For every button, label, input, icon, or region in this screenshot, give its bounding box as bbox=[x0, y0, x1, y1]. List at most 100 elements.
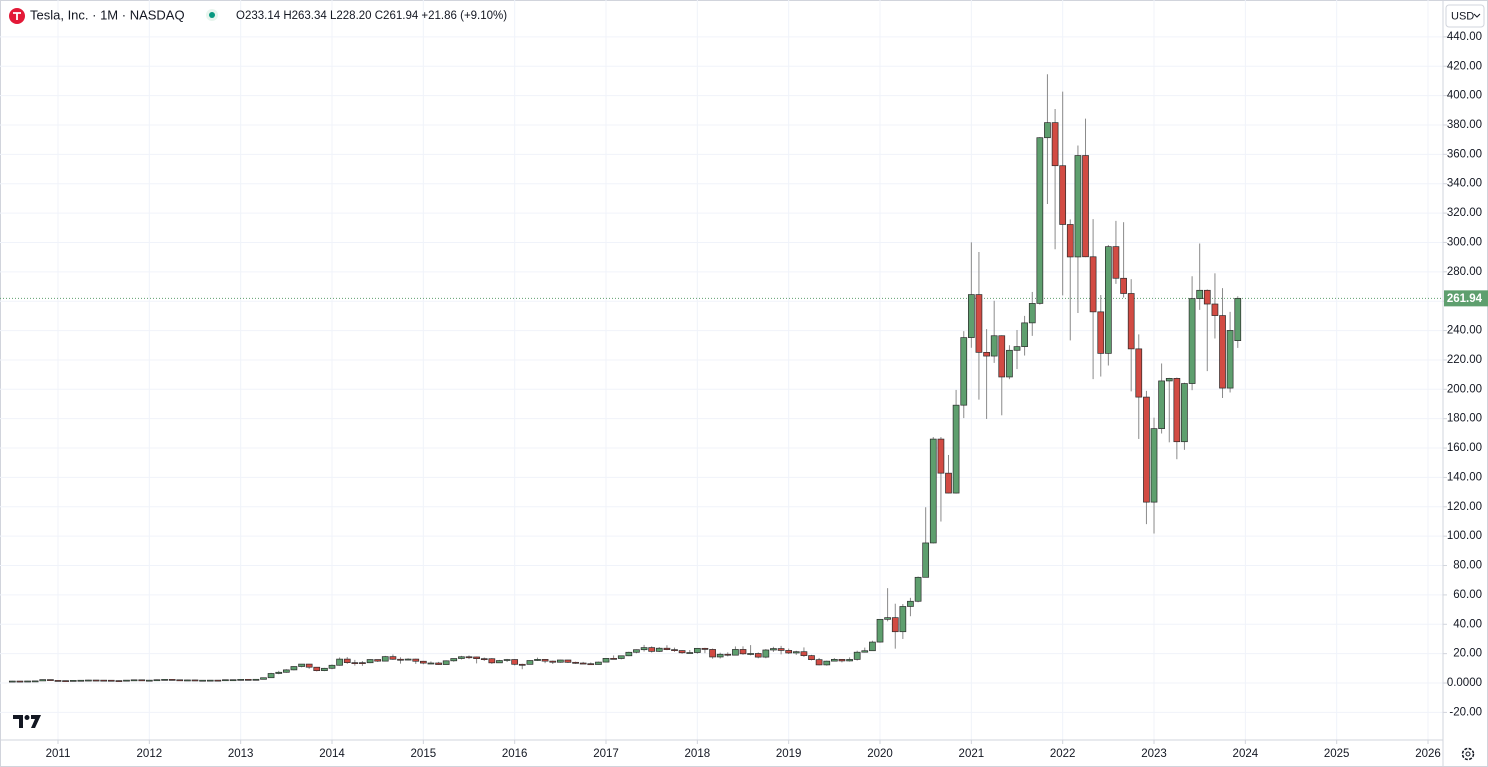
x-tick-label: 2024 bbox=[1233, 748, 1259, 760]
candle bbox=[168, 679, 176, 681]
candle bbox=[541, 658, 549, 664]
candle-body bbox=[823, 660, 831, 666]
candle-body bbox=[1158, 380, 1165, 429]
candle bbox=[85, 679, 92, 682]
candle-body bbox=[640, 647, 648, 651]
currency-box[interactable] bbox=[1445, 4, 1485, 28]
candle bbox=[1143, 390, 1150, 525]
symbol-title[interactable]: Tesla, Inc. · 1M · NASDAQ bbox=[30, 7, 185, 22]
candle bbox=[1188, 276, 1196, 391]
candle-body bbox=[655, 647, 663, 652]
candle bbox=[967, 242, 975, 348]
y-tick-label: 140.00 bbox=[1447, 471, 1482, 483]
candle-body bbox=[1181, 383, 1188, 443]
candle bbox=[830, 658, 838, 662]
candle-body bbox=[602, 658, 610, 663]
currency-button[interactable]: USD bbox=[1445, 4, 1485, 28]
candle bbox=[465, 655, 473, 660]
candle-body bbox=[960, 337, 968, 406]
candle bbox=[876, 618, 884, 643]
currency-label[interactable]: USD bbox=[1451, 10, 1474, 22]
candle-body bbox=[1173, 378, 1181, 443]
candle-body bbox=[693, 647, 701, 653]
candle bbox=[442, 660, 450, 665]
candle bbox=[336, 657, 343, 666]
candle-body bbox=[1104, 246, 1112, 354]
candle-body bbox=[31, 680, 39, 683]
candle-body bbox=[199, 679, 206, 682]
candle-body bbox=[1188, 298, 1196, 384]
candle-body bbox=[39, 679, 47, 682]
candle bbox=[54, 680, 62, 682]
candle bbox=[564, 659, 572, 663]
y-tick-label: 240.00 bbox=[1447, 325, 1482, 337]
candle-body bbox=[290, 666, 298, 671]
candle-body bbox=[610, 658, 617, 660]
candle-body bbox=[686, 652, 694, 654]
candle bbox=[1051, 108, 1059, 250]
candle-body bbox=[1089, 256, 1097, 313]
candle bbox=[640, 644, 648, 652]
candle-body bbox=[770, 648, 777, 651]
candle bbox=[1150, 417, 1158, 534]
axes: -20.00 0.0000 20.00 40.00 60.00 80.00 100.00 12… bbox=[46, 31, 1488, 760]
candle bbox=[343, 657, 351, 664]
candle-body bbox=[884, 617, 891, 620]
candle-body bbox=[275, 671, 283, 674]
candle-body bbox=[762, 649, 770, 658]
x-tick-label: 2012 bbox=[137, 748, 163, 760]
candle-body bbox=[313, 666, 321, 672]
candle-body bbox=[503, 659, 511, 661]
candle bbox=[47, 679, 54, 681]
candle-body bbox=[24, 680, 31, 683]
candle-body bbox=[435, 662, 442, 665]
tv-logo-v bbox=[31, 715, 41, 728]
candle bbox=[374, 659, 382, 662]
candle-body bbox=[465, 656, 473, 659]
candle-body bbox=[945, 472, 952, 494]
candle bbox=[838, 659, 846, 663]
candle bbox=[869, 640, 876, 652]
candle bbox=[518, 663, 526, 670]
candle bbox=[960, 331, 968, 419]
candle bbox=[732, 646, 739, 656]
candle-body bbox=[161, 679, 168, 681]
candle bbox=[937, 437, 945, 522]
candle bbox=[1127, 279, 1135, 392]
y-tick-label: 180.00 bbox=[1447, 413, 1482, 425]
tv-logo[interactable] bbox=[13, 715, 41, 728]
candle-body bbox=[85, 679, 92, 682]
candle bbox=[503, 658, 511, 663]
candle-body bbox=[1066, 224, 1074, 258]
candle-body bbox=[222, 679, 229, 682]
candle bbox=[747, 645, 754, 656]
candle bbox=[808, 654, 815, 661]
settings-button[interactable] bbox=[1461, 747, 1475, 761]
candle-body bbox=[678, 650, 686, 654]
candle-body bbox=[800, 651, 808, 656]
candle-body bbox=[808, 655, 815, 661]
candle bbox=[709, 648, 716, 659]
candle-body bbox=[206, 679, 214, 682]
candle-body bbox=[998, 335, 1006, 378]
candle bbox=[1006, 345, 1013, 380]
candle bbox=[39, 679, 47, 682]
candle-body bbox=[130, 679, 138, 682]
candle bbox=[671, 647, 678, 652]
candle bbox=[777, 645, 785, 655]
candle bbox=[1203, 289, 1211, 372]
candle-body bbox=[298, 663, 305, 667]
candle-body bbox=[952, 404, 960, 494]
gear-outer[interactable] bbox=[1461, 747, 1475, 761]
candle-body bbox=[1150, 428, 1158, 503]
candle-body bbox=[351, 662, 359, 664]
candle-body bbox=[1074, 155, 1082, 258]
candle bbox=[275, 670, 283, 675]
candle bbox=[990, 300, 998, 363]
candle-body bbox=[419, 660, 427, 664]
candle bbox=[1112, 220, 1120, 284]
candle bbox=[1082, 118, 1089, 258]
market-status-dot[interactable] bbox=[209, 12, 215, 18]
candle bbox=[267, 672, 275, 679]
x-tick-label: 2011 bbox=[46, 748, 71, 760]
